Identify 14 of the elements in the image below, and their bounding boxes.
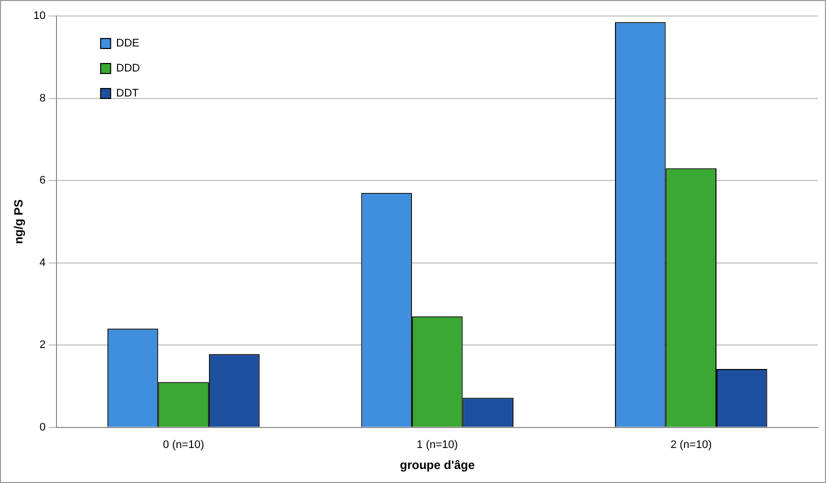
x-tick-label: 2 (n=10) <box>670 439 712 452</box>
legend-label: DDD <box>116 62 140 75</box>
y-tick-label: 0 <box>40 421 46 434</box>
legend-label: DDE <box>116 38 140 50</box>
y-tick-label: 4 <box>40 256 46 269</box>
y-tick-label: 6 <box>40 174 46 187</box>
x-tick-label: 0 (n=10) <box>162 439 204 452</box>
x-tick-label: 1 (n=10) <box>416 439 458 452</box>
y-tick-label: 8 <box>40 92 46 104</box>
y-axis-title: ng/g PS <box>12 199 26 244</box>
x-axis-title: groupe d'âge <box>400 458 476 472</box>
y-tick-label: 10 <box>33 10 46 22</box>
y-tick-label: 2 <box>40 339 46 352</box>
legend-label: DDT <box>116 88 140 100</box>
